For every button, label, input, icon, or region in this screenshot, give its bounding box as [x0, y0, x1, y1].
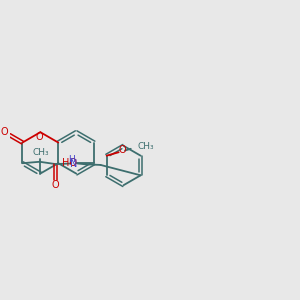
Text: H: H [68, 155, 75, 164]
Text: O: O [36, 132, 43, 142]
Text: O: O [119, 145, 127, 155]
Text: CH₃: CH₃ [32, 148, 49, 158]
Text: N: N [70, 159, 77, 169]
Text: HO: HO [61, 158, 76, 168]
Text: CH₃: CH₃ [138, 142, 154, 151]
Text: O: O [52, 180, 59, 190]
Text: O: O [1, 127, 9, 137]
